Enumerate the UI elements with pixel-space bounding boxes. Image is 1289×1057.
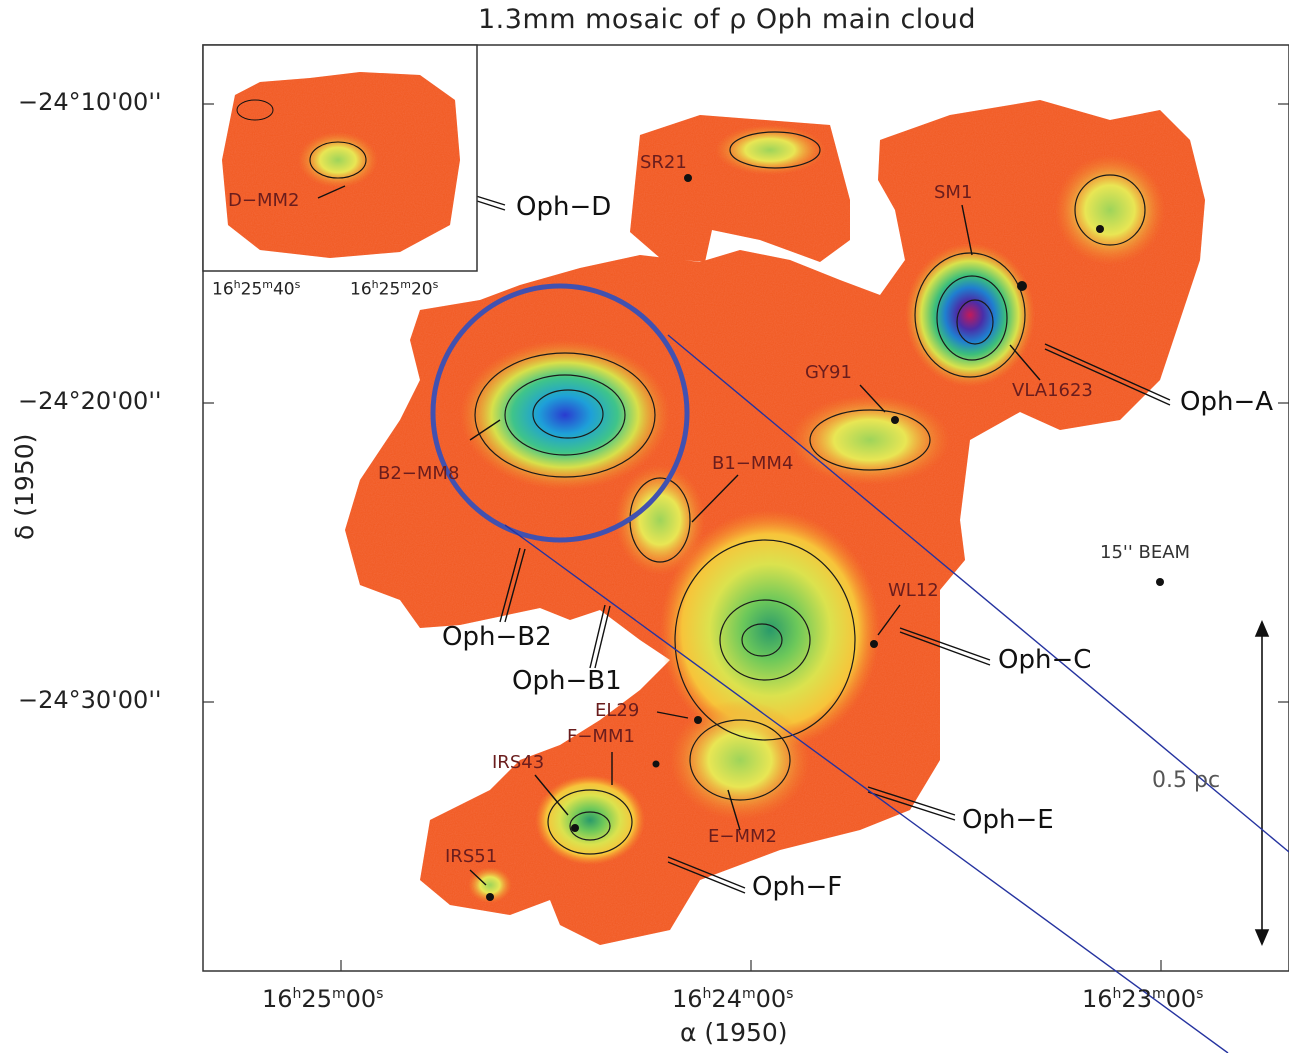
source-label: B2−MM8 xyxy=(378,463,460,484)
source-label: D−MM2 xyxy=(228,190,300,211)
inset-x-tick-label: 16h25m20s xyxy=(350,278,439,300)
source-label: EL29 xyxy=(595,700,640,721)
source-label: E−MM2 xyxy=(708,826,777,847)
region-label: Oph−C xyxy=(998,645,1092,675)
source-label: SR21 xyxy=(640,152,687,173)
region-label: Oph−A xyxy=(1180,387,1274,417)
source-label: WL12 xyxy=(888,580,939,601)
source-label: SM1 xyxy=(934,182,973,203)
plot-frame xyxy=(202,44,1289,972)
scale-bar xyxy=(1254,619,1270,947)
x-tick-label: 16h25m00s xyxy=(262,985,384,1013)
region-label: Oph−B1 xyxy=(512,666,622,696)
source-pointers xyxy=(469,204,1041,886)
zoom-line-upper xyxy=(667,334,1289,853)
figure-title: 1.3mm mosaic of ρ Oph main cloud xyxy=(478,4,977,35)
x-tick-label: 16h23m00s xyxy=(1082,985,1204,1013)
emission-oph-f xyxy=(535,775,645,865)
inset-x-tick-label: 16h25m40s xyxy=(212,278,301,300)
source-label: B1−MM4 xyxy=(712,453,794,474)
x-tick-label: 16h24m00s xyxy=(672,985,794,1013)
emission-oph-b2 xyxy=(460,340,670,490)
region-pointers xyxy=(417,177,1171,894)
emission-oph-c xyxy=(660,510,880,750)
source-label: IRS43 xyxy=(492,752,545,773)
scale-label: 0.5 pc xyxy=(1152,768,1221,793)
region-label: Oph−D xyxy=(516,192,612,222)
inset-panel xyxy=(202,44,478,272)
region-label: Oph−F xyxy=(752,872,843,902)
highlight-circle xyxy=(430,283,690,543)
source-label: VLA1623 xyxy=(1012,380,1093,401)
region-label: Oph−E xyxy=(962,805,1054,835)
contours xyxy=(474,131,1146,855)
zoom-line-lower xyxy=(504,524,1229,1054)
source-label: GY91 xyxy=(805,362,852,383)
emission-gy91 xyxy=(790,395,950,485)
emission-oph-e xyxy=(670,700,810,820)
y-tick-label: −24°30'00'' xyxy=(18,686,162,714)
emission-oph-a-east xyxy=(1055,155,1165,265)
region-label: Oph−B2 xyxy=(442,622,552,652)
y-axis-label: δ (1950) xyxy=(10,433,39,540)
axis-ticks xyxy=(203,103,1289,971)
source-label: IRS51 xyxy=(445,846,498,867)
emission-oph-a xyxy=(905,243,1035,387)
beam-label: 15'' BEAM xyxy=(1100,542,1191,563)
beam-marker xyxy=(1156,578,1164,586)
emission-irs51 xyxy=(468,867,512,903)
source-label: F−MM1 xyxy=(567,726,635,747)
y-tick-label: −24°20'00'' xyxy=(18,387,162,415)
point-sources xyxy=(486,174,1104,901)
y-tick-label: −24°10'00'' xyxy=(18,88,162,116)
x-axis-label: α (1950) xyxy=(680,1018,788,1047)
